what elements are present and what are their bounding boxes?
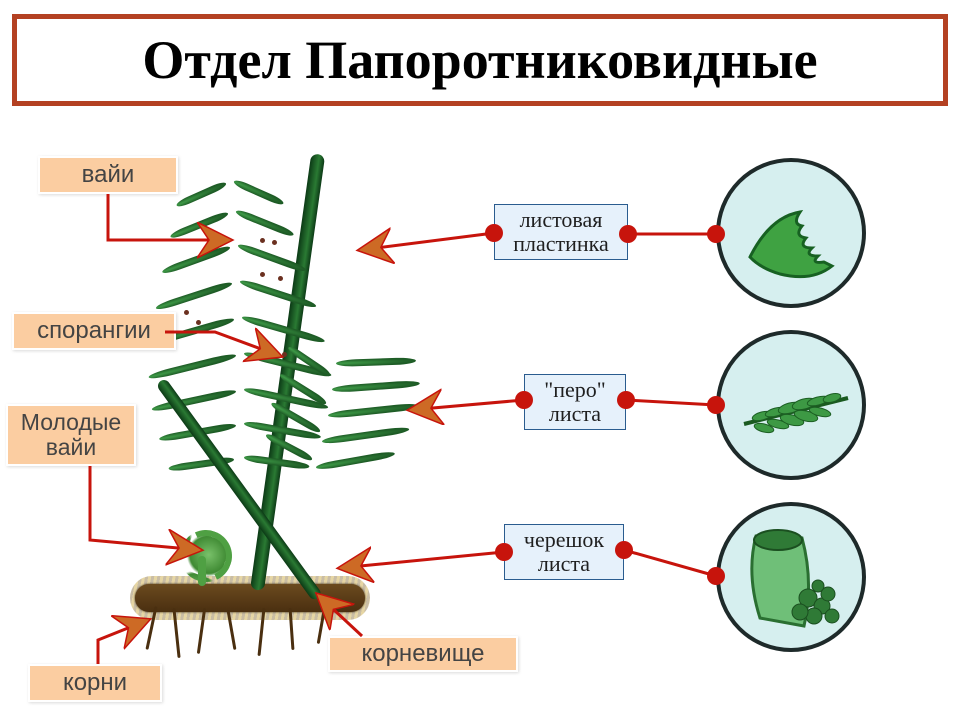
spore-dot [260, 238, 265, 243]
label-korni: корни [28, 664, 162, 702]
pinna [175, 180, 227, 208]
title-text: Отдел Папоротниковидные [142, 29, 817, 91]
circle-leaf-feather [716, 330, 866, 480]
circle-leaf-blade [716, 158, 866, 308]
label-korni-text: корни [63, 669, 127, 697]
diagram-stage: Отдел Папоротниковидные [0, 0, 960, 720]
pinna [155, 280, 233, 311]
pinna [148, 352, 237, 381]
label-kornevishe-text: корневище [361, 640, 484, 668]
pinna [233, 178, 285, 206]
frond-right [156, 378, 323, 602]
petiole-icon [720, 506, 866, 652]
mid-label-listovaya-l1: листовая [505, 208, 617, 232]
mid-label-pero-l1: "перо" [535, 378, 615, 402]
pinna [322, 426, 410, 445]
leaf-feather-icon [720, 334, 866, 480]
label-vayi: вайи [38, 156, 178, 194]
mid-label-listovaya-l2: пластинка [505, 232, 617, 256]
spore-dot [278, 276, 283, 281]
pinna [161, 244, 231, 275]
label-kornevishe: корневище [328, 636, 518, 672]
spore-dot [282, 352, 287, 357]
mid-label-pero-l2: листа [535, 402, 615, 426]
pinna [241, 314, 326, 344]
spore-dot [272, 240, 277, 245]
rhizome [135, 584, 365, 612]
spore-dot [260, 272, 265, 277]
mid-label-pero: "перо" листа [524, 374, 626, 430]
pinna [332, 380, 420, 393]
mid-label-chereshok: черешок листа [504, 524, 624, 580]
label-sporangii-text: спорангии [37, 317, 151, 345]
pinna [336, 357, 416, 367]
label-sporangii: спорангии [12, 312, 176, 350]
fiddlehead-stem [198, 556, 206, 586]
circle-petiole [716, 502, 866, 652]
spore-dot [196, 320, 201, 325]
spore-dot [266, 344, 271, 349]
pinna [169, 210, 229, 240]
label-molodye-vayi: Молодые вайи [6, 404, 136, 466]
title-bar: Отдел Папоротниковидные [12, 14, 948, 106]
label-molodye-vayi-text: Молодые вайи [21, 410, 121, 461]
mid-label-chereshok-l2: листа [515, 552, 613, 576]
mid-label-chereshok-l1: черешок [515, 528, 613, 552]
pinna [235, 208, 295, 238]
leaf-blade-icon [720, 162, 866, 308]
mid-label-listovaya: листовая пластинка [494, 204, 628, 260]
label-vayi-text: вайи [82, 161, 135, 189]
spore-dot [184, 310, 189, 315]
pinna [315, 450, 395, 471]
pinna [328, 402, 420, 419]
